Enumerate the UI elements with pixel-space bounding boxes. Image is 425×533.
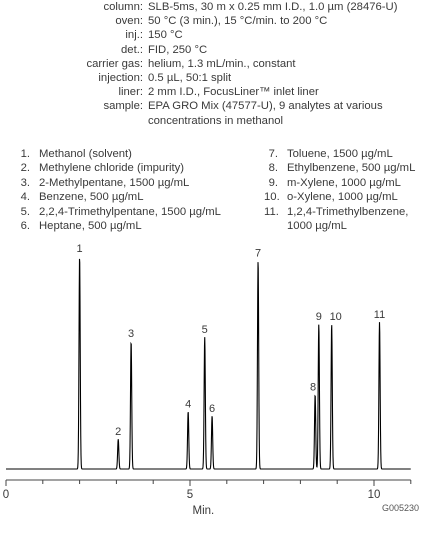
condition-key: liner: [118, 86, 144, 99]
x-axis-label: Min. [193, 505, 215, 517]
legend-text: Toluene, 1500 µg/mL [287, 148, 393, 160]
legend-number: 9. [268, 176, 278, 189]
condition-key: inj.: [125, 29, 143, 42]
peak-label-7: 7 [255, 247, 261, 259]
peak-label-4: 4 [185, 399, 191, 411]
legend-text: o-Xylene, 1000 µg/mL [287, 191, 398, 204]
condition-key: det.: [121, 43, 143, 56]
legend-number: 6. [20, 220, 30, 233]
legend-text: 1,2,4-Trimethylbenzene, 1000 µg/mL [287, 205, 409, 233]
condition-value: 2 mm I.D., FocusLiner™ inlet liner [148, 86, 319, 99]
legend-text: Benzene, 500 µg/mL [39, 191, 144, 204]
x-tick-label: 10 [368, 489, 381, 501]
condition-value: 150 °C [148, 29, 183, 42]
legend-number: 1. [20, 148, 30, 160]
legend-number: 3. [20, 176, 30, 189]
condition-row: carrier gas: helium, 1.3 mL/min., consta… [0, 57, 425, 71]
legend-text: Methylene chloride (impurity) [39, 162, 185, 175]
condition-key: injection: [98, 72, 143, 85]
legend-text: m-Xylene, 1000 µg/mL [287, 176, 401, 189]
condition-key: oven: [115, 15, 143, 28]
legend-item: 6. Heptane, 500 µg/mL [8, 219, 258, 233]
condition-row: injection: 0.5 µL, 50:1 split [0, 71, 425, 85]
legend-item: 4. Benzene, 500 µg/mL [8, 190, 258, 204]
legend-item: 8. Ethylbenzene, 500 µg/mL [264, 161, 424, 175]
legend-item: 1. Methanol (solvent) [8, 147, 258, 161]
condition-row: column: SLB-5ms, 30 m x 0.25 mm I.D., 1.… [0, 0, 425, 14]
condition-value: SLB-5ms, 30 m x 0.25 mm I.D., 1.0 µm (28… [148, 1, 398, 13]
legend-number: 11. [264, 205, 279, 218]
peak-label-9: 9 [316, 311, 322, 323]
legend-item: 2. Methylene chloride (impurity) [8, 161, 258, 175]
legend-number: 7. [268, 148, 278, 160]
legend-number: 8. [268, 162, 278, 175]
legend-number: 10. [264, 191, 280, 204]
condition-row: liner: 2 mm I.D., FocusLiner™ inlet line… [0, 85, 425, 99]
condition-row: sample: EPA GRO Mix (47577-U), 9 analyte… [0, 99, 425, 127]
peak-label-3: 3 [128, 328, 134, 340]
legend-item: 7. Toluene, 1500 µg/mL [264, 147, 424, 161]
x-tick-label: 0 [3, 489, 9, 501]
condition-value: 50 °C (3 min.), 15 °C/min. to 200 °C [148, 15, 328, 28]
x-tick-label: 5 [187, 489, 193, 501]
condition-row: det.: FID, 250 °C [0, 43, 425, 57]
condition-value: EPA GRO Mix (47577-U), 9 analytes at var… [148, 100, 383, 127]
legend-text: Methanol (solvent) [39, 148, 132, 160]
peak-label-8: 8 [310, 381, 316, 393]
peak-label-6: 6 [209, 403, 215, 415]
peak-label-11: 11 [374, 309, 385, 321]
legend-item: 9. m-Xylene, 1000 µg/mL [264, 176, 424, 190]
condition-value: 0.5 µL, 50:1 split [148, 72, 232, 85]
peak-label-2: 2 [115, 426, 121, 438]
peak-label-10: 10 [330, 311, 342, 323]
condition-key: sample: [103, 100, 143, 113]
figure-code: G005230 [381, 503, 419, 513]
peak-labels: 1 2 3 4 5 6 7 8 9 10 11 [77, 243, 386, 438]
x-axis-ticks: 0 5 10 [3, 480, 412, 501]
legend-text: 2,2,4-Trimethylpentane, 1500 µg/mL [39, 205, 221, 218]
condition-key: column: [103, 1, 143, 13]
legend-number: 4. [20, 191, 30, 204]
legend-item: 3. 2-Methylpentane, 1500 µg/mL [8, 176, 258, 190]
legend-number: 2. [20, 162, 30, 175]
peak-label-1: 1 [77, 243, 83, 255]
condition-value: FID, 250 °C [148, 43, 208, 56]
legend-item: 5. 2,2,4-Trimethylpentane, 1500 µg/mL [8, 205, 258, 219]
condition-key: carrier gas: [86, 57, 143, 70]
condition-row: oven: 50 °C (3 min.), 15 °C/min. to 200 … [0, 14, 425, 28]
legend-text: Ethylbenzene, 500 µg/mL [287, 162, 416, 175]
legend-number: 5. [20, 205, 30, 218]
legend-text: Heptane, 500 µg/mL [39, 220, 142, 233]
chromatogram-trace [6, 258, 411, 470]
condition-value: helium, 1.3 mL/min., constant [148, 57, 296, 70]
legend-text: 2-Methylpentane, 1500 µg/mL [39, 176, 190, 189]
legend-item: 11. 1,2,4-Trimethylbenzene, 1000 µg/mL [264, 205, 424, 234]
legend-item: 10. o-Xylene, 1000 µg/mL [264, 190, 424, 204]
conditions-block: column: SLB-5ms, 30 m x 0.25 mm I.D., 1.… [0, 0, 425, 128]
peak-legend-left: 1. Methanol (solvent) 2. Methylene chlor… [8, 147, 258, 233]
peak-legend-right: 7. Toluene, 1500 µg/mL 8. Ethylbenzene, … [264, 147, 424, 233]
peak-label-5: 5 [202, 324, 208, 336]
condition-row: inj.: 150 °C [0, 28, 425, 42]
